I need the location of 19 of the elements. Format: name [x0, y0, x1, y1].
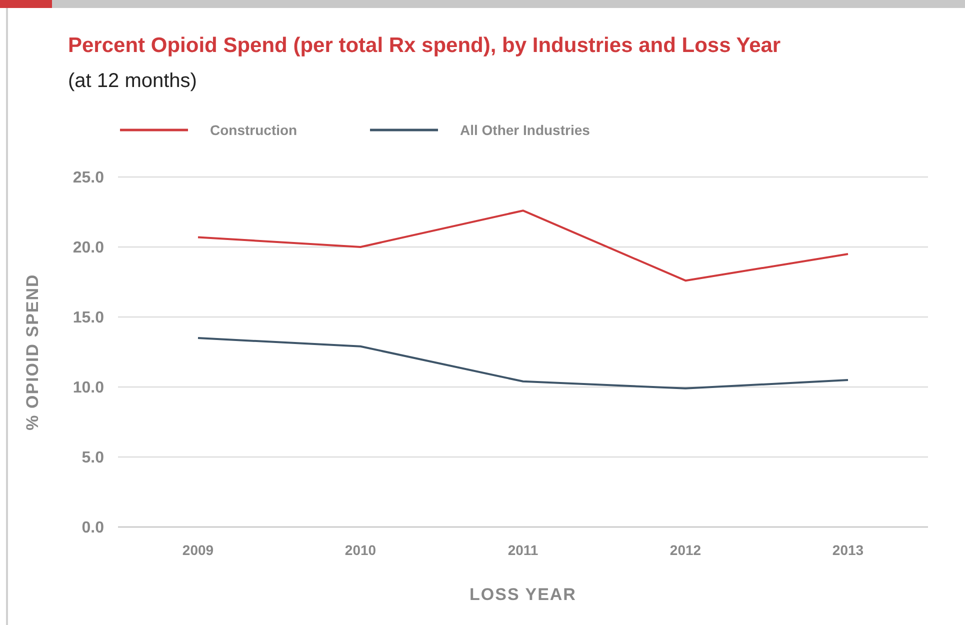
- y-tick-label: 5.0: [82, 450, 104, 467]
- x-tick-label: 2012: [670, 542, 702, 558]
- y-axis-title: % OPIOID SPEND: [23, 274, 42, 430]
- x-tick-label: 2009: [182, 542, 214, 558]
- chart-title: Percent Opioid Spend (per total Rx spend), by Industries and Loss Year: [68, 34, 781, 58]
- x-tick-label: 2011: [508, 542, 538, 558]
- x-axis-title: LOSS YEAR: [470, 585, 576, 604]
- line-series: [197, 210, 849, 282]
- y-tick-label: 0.0: [82, 520, 104, 537]
- x-tick-label: 2013: [832, 542, 864, 558]
- y-tick-label: 20.0: [72, 240, 104, 257]
- y-tick-label: 25.0: [72, 170, 104, 187]
- y-tick-label: 10.0: [72, 380, 104, 397]
- line-series: [197, 337, 849, 390]
- x-tick-label: 2010: [344, 542, 376, 558]
- y-tick-label: 15.0: [72, 310, 104, 327]
- chart-subtitle: (at 12 months): [68, 70, 197, 93]
- legend-label: Construction: [210, 122, 298, 138]
- legend-label: All Other Industries: [460, 122, 590, 138]
